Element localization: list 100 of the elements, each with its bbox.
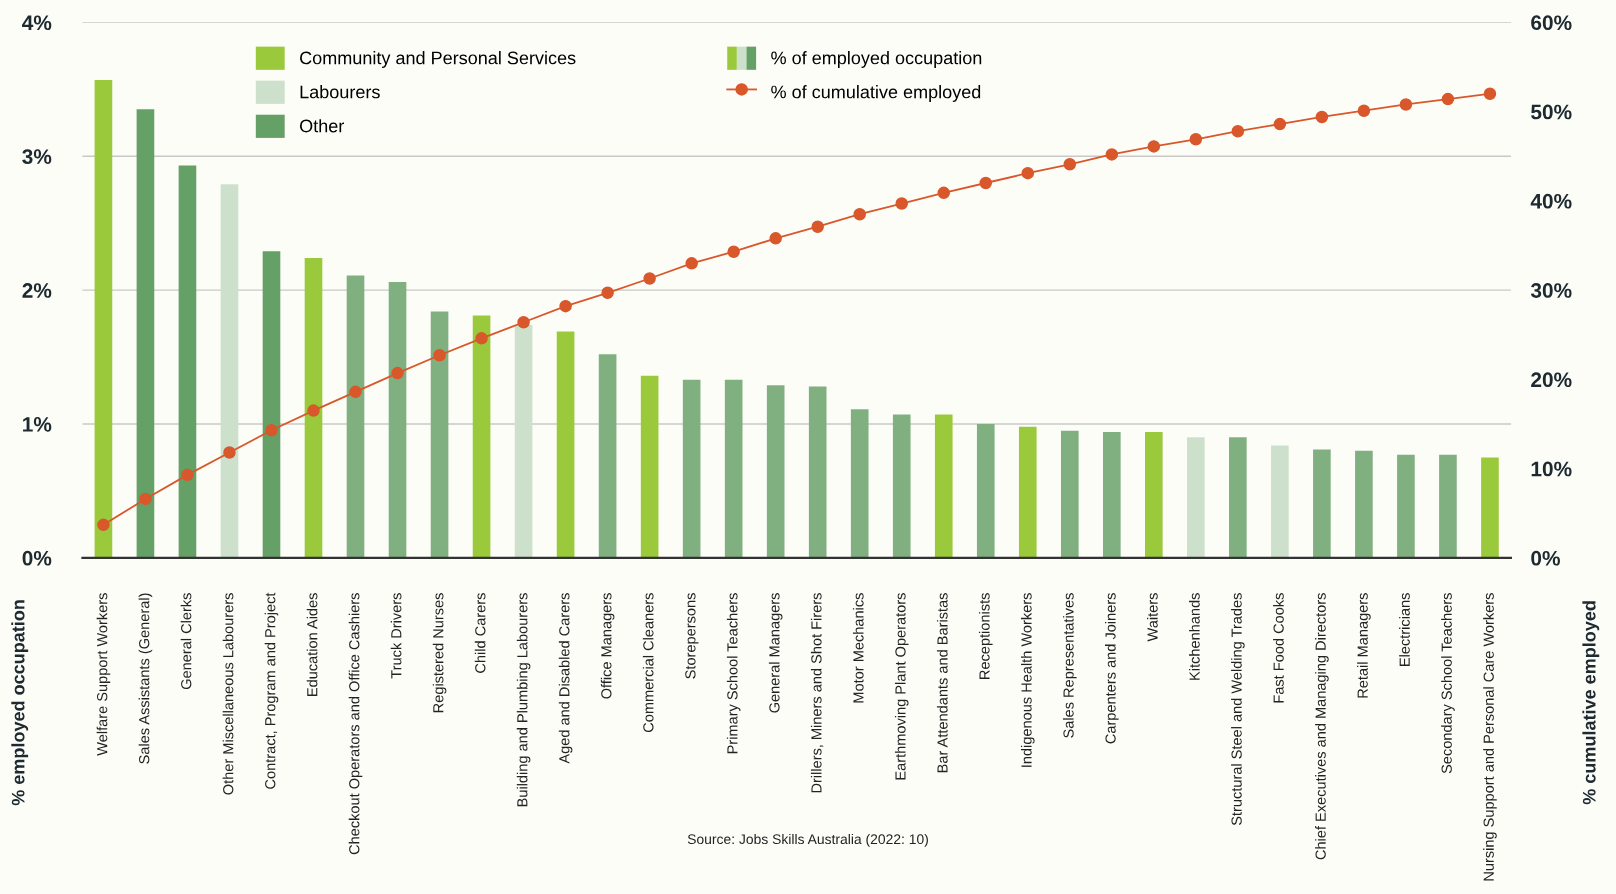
point <box>643 272 656 285</box>
y2-tick-label: 10% <box>1531 461 1572 477</box>
x-tick-label: Contract, Program and Project <box>264 592 279 789</box>
x-tick-label: Bar Attendants and Baristas <box>936 593 948 773</box>
bar <box>136 109 155 558</box>
x-tick-label: Sales Representatives <box>1062 593 1077 738</box>
point <box>307 404 320 417</box>
bar <box>178 165 197 558</box>
bar <box>1060 430 1079 558</box>
x-tick-label: Motor Mechanics <box>852 593 864 703</box>
bar <box>1313 449 1331 558</box>
point <box>1315 110 1329 124</box>
point <box>601 286 614 300</box>
y2-tick-label: 50% <box>1531 104 1572 120</box>
y2-tick-label: 60% <box>1531 15 1572 31</box>
x-tick-label: Commercial Cleaners <box>642 593 654 733</box>
point <box>391 366 404 380</box>
y2-tick-label: 0% <box>1531 550 1560 566</box>
x-tick-label: Other Miscellaneous Labourers <box>222 593 234 795</box>
bar <box>808 386 827 558</box>
point <box>433 349 446 362</box>
point <box>811 220 824 233</box>
x-tick-label: Sales Assistants (General) <box>138 593 153 764</box>
bar <box>1187 437 1205 558</box>
x-tick-label: Nursing Support and Personal Care Workers <box>1483 593 1497 881</box>
y2-tick-label: 30% <box>1530 283 1572 298</box>
source-note: Source: Jobs Skills Australia (2022: 10) <box>687 833 928 847</box>
bar <box>1145 432 1163 558</box>
bar <box>892 414 911 558</box>
point <box>937 186 950 200</box>
y-tick-label: 4% <box>22 15 52 31</box>
x-tick-label: Registered Nurses <box>432 593 447 713</box>
point <box>1105 148 1119 161</box>
point <box>853 207 866 221</box>
bar <box>1229 437 1247 558</box>
y-tick-label: 3% <box>22 149 52 165</box>
y2-tick-label: 40% <box>1530 193 1572 209</box>
point <box>181 468 194 482</box>
point <box>223 446 236 459</box>
bar <box>388 282 407 558</box>
bar <box>1102 432 1121 558</box>
bar <box>514 324 533 558</box>
y-tick-label: 1% <box>23 417 52 432</box>
point <box>1357 104 1371 117</box>
legend-label: Community and Personal Services <box>300 51 576 68</box>
x-tick-label: Child Carers <box>474 593 486 673</box>
bar <box>1481 457 1499 558</box>
point <box>1231 124 1245 138</box>
bar <box>220 184 239 558</box>
bar <box>766 385 785 558</box>
point <box>1147 140 1161 153</box>
x-tick-label: Aged and Disabled Carers <box>558 593 573 764</box>
x-tick-label: Storepersons <box>685 593 699 679</box>
bar <box>934 414 953 558</box>
point <box>685 257 698 270</box>
y-tick-label: 2% <box>22 283 52 298</box>
point <box>1483 87 1497 101</box>
point <box>1189 133 1203 146</box>
y-axis-title: % employed occupation <box>11 600 29 806</box>
point <box>1273 117 1287 131</box>
y2-tick-label: 20% <box>1531 372 1572 388</box>
bar <box>262 251 281 558</box>
x-tick-label: Chief Executives and Managing Directors <box>1315 593 1329 860</box>
legend-label: % of cumulative employed <box>771 85 981 102</box>
x-tick-label: General Managers <box>768 593 783 713</box>
bar <box>1018 426 1037 558</box>
bar <box>976 423 995 558</box>
point <box>1399 98 1413 111</box>
x-tick-label: General Clerks <box>180 593 192 690</box>
bar <box>472 315 491 558</box>
bar <box>724 379 743 558</box>
y2-axis-title: % cumulative employed <box>1582 601 1600 805</box>
point <box>979 176 993 190</box>
x-tick-label: Waiters <box>1147 593 1158 642</box>
bar <box>598 354 617 558</box>
point <box>559 299 572 313</box>
bar <box>1397 454 1415 558</box>
x-tick-label: Indigenous Health Workers <box>1020 593 1035 767</box>
point <box>97 518 110 532</box>
x-tick-label: Primary School Teachers <box>726 593 741 754</box>
x-tick-label: Building and Plumbing Labourers <box>516 593 531 807</box>
bar <box>850 409 869 558</box>
x-tick-label: Office Managers <box>600 593 615 699</box>
x-tick-label: Fast Food Cooks <box>1273 593 1284 703</box>
x-tick-label: Earthmoving Plant Operators <box>894 593 909 780</box>
x-tick-label: Carpenters and Joiners <box>1105 593 1119 744</box>
x-tick-label: Kitchenhands <box>1189 593 1200 680</box>
point <box>1441 92 1455 106</box>
bar <box>1355 450 1373 558</box>
bar <box>346 275 365 558</box>
x-tick-label: Structural Steel and Welding Trades <box>1231 593 1245 826</box>
bar <box>430 311 449 558</box>
x-tick-label: Education Aides <box>306 593 318 696</box>
point <box>1021 166 1035 180</box>
legend-label: Labourers <box>300 85 380 99</box>
x-tick-label: Welfare Support Workers <box>96 593 111 756</box>
bar <box>94 79 113 558</box>
bar <box>304 257 323 558</box>
point <box>475 332 488 345</box>
point <box>895 197 908 210</box>
